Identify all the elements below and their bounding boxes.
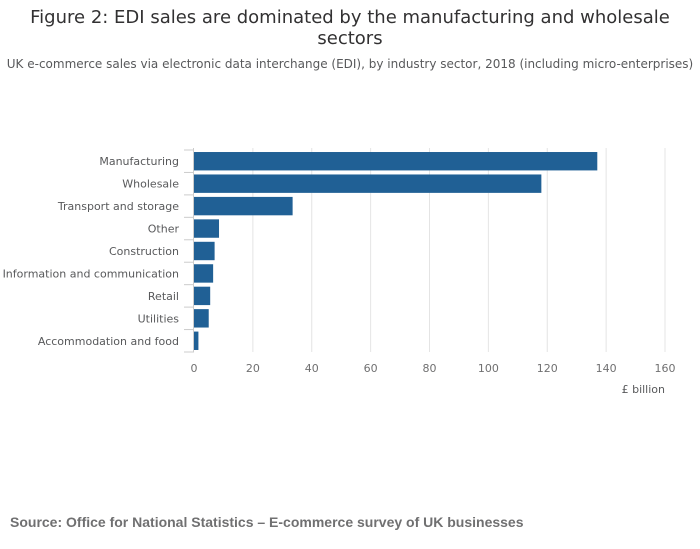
category-label: Retail [148, 290, 179, 303]
bar [194, 196, 293, 216]
bar [194, 241, 215, 261]
bar [194, 331, 199, 350]
x-tick-label: 60 [364, 362, 378, 375]
x-tick-label: 100 [478, 362, 499, 375]
category-label: Information and communication [3, 267, 179, 280]
category-label: Wholesale [122, 178, 179, 191]
bar [194, 264, 214, 283]
chart-subtitle: UK e-commerce sales via electronic data … [6, 57, 694, 71]
source-note: Source: Office for National Statistics –… [10, 514, 524, 530]
category-label: Utilities [138, 312, 180, 325]
bar [194, 152, 598, 171]
bar [194, 219, 220, 238]
category-label: Transport and storage [57, 200, 179, 213]
bar [194, 174, 542, 193]
x-tick-label: 20 [246, 362, 260, 375]
x-tick-label: 160 [655, 362, 676, 375]
x-tick-label: 80 [423, 362, 437, 375]
bar [194, 286, 211, 306]
x-tick-label: 120 [537, 362, 558, 375]
category-label: Accommodation and food [38, 335, 179, 348]
chart-title: Figure 2: EDI sales are dominated by the… [30, 7, 670, 49]
x-tick-label: 0 [191, 362, 198, 375]
category-label: Construction [109, 245, 179, 258]
category-label: Other [148, 223, 180, 236]
x-tick-label: 40 [305, 362, 319, 375]
category-label: Manufacturing [99, 155, 179, 168]
x-tick-label: 140 [596, 362, 617, 375]
bar [194, 309, 209, 328]
x-axis-label: £ billion [622, 383, 665, 396]
